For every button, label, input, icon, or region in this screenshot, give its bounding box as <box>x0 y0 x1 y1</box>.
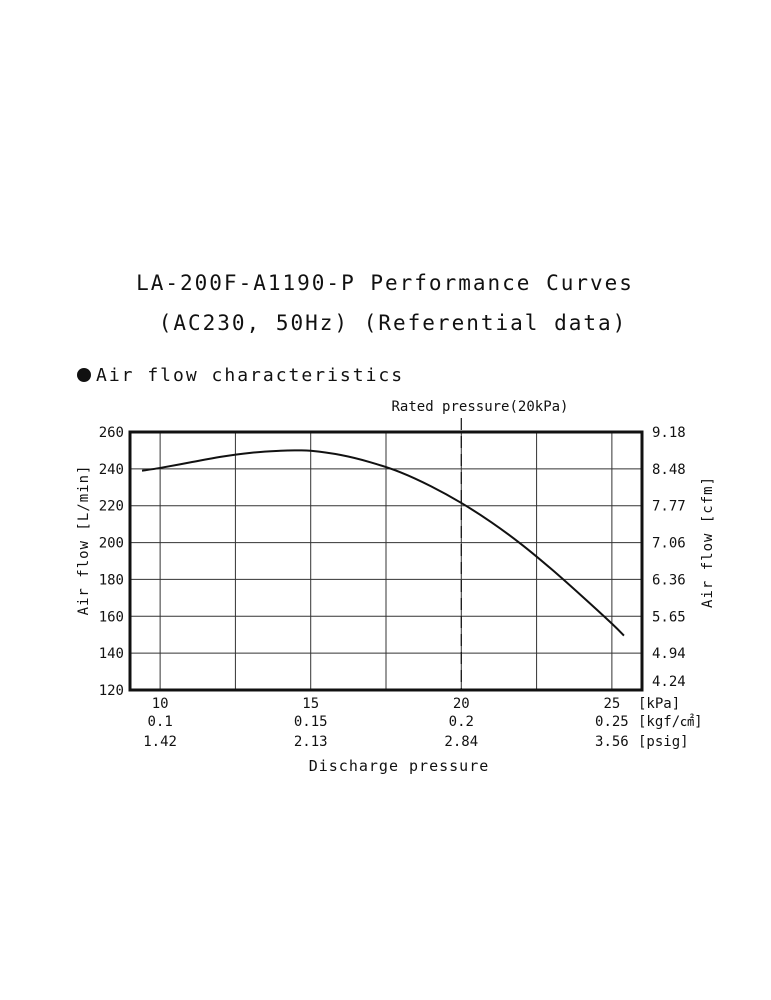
y-right-tick-label: 7.77 <box>652 499 686 515</box>
x-tick-label-psig: 3.56 <box>595 734 629 750</box>
y-right-tick-label: 6.36 <box>652 572 686 588</box>
filled-circle-icon <box>77 368 91 382</box>
y-right-tick-label: 5.65 <box>652 609 686 625</box>
y-right-tick-label: 4.94 <box>652 646 686 662</box>
x-tick-label-kgf: 0.15 <box>294 714 328 730</box>
section-label: Air flow characteristics <box>96 365 404 386</box>
x-tick-label-psig: 2.13 <box>294 734 328 750</box>
grid-lines <box>130 432 642 690</box>
y-right-tick-label: 7.06 <box>652 536 686 552</box>
y-right-tick-label: 4.24 <box>652 674 686 690</box>
x-tick-label-kgf: 0.25 <box>595 714 629 730</box>
y-tick-label: 220 <box>99 499 124 515</box>
x-unit-psig: [psig] <box>638 734 689 750</box>
x-tick-label-psig: 1.42 <box>143 734 177 750</box>
x-axis-label: Discharge pressure <box>309 757 490 775</box>
x-tick-label-kgf: 0.2 <box>449 714 474 730</box>
y-tick-label: 160 <box>99 609 124 625</box>
plot-frame <box>128 430 644 692</box>
x-tick-label-kpa: 20 <box>453 696 470 712</box>
y-right-tick-label: 9.18 <box>652 425 686 441</box>
y-tick-label: 140 <box>99 646 124 662</box>
chart-subtitle: (AC230, 50Hz) (Referential data) <box>159 311 628 335</box>
y-tick-label: 180 <box>99 572 124 588</box>
y-axis-label-left: Air flow [L/min] <box>76 465 92 616</box>
x-tick-label-kgf: 0.1 <box>147 714 172 730</box>
x-axis-ticks: 10 0.1 1.42 15 0.15 2.13 20 0.2 2.84 25 0.25 3.56 <box>143 696 628 750</box>
x-unit-kpa: [kPa] <box>638 696 680 712</box>
x-tick-label-kpa: 10 <box>152 696 169 712</box>
x-tick-label-kpa: 25 <box>603 696 620 712</box>
air-flow-series-line <box>141 449 625 637</box>
y-axis-label-right: Air flow [cfm] <box>700 476 716 608</box>
y-tick-label: 120 <box>99 683 124 699</box>
right-axis-ticks: 4.24 4.94 5.65 6.36 7.06 7.77 8.48 9.18 <box>652 425 686 690</box>
y-tick-label: 260 <box>99 425 124 441</box>
chart-title: LA-200F-A1190-P Performance Curves <box>136 271 634 295</box>
y-tick-label: 240 <box>99 462 124 478</box>
rated-pressure-annotation: Rated pressure(20kPa) <box>391 399 568 415</box>
y-tick-label: 200 <box>99 536 124 552</box>
x-tick-label-kpa: 15 <box>302 696 319 712</box>
x-unit-kgf: [kgf/㎠] <box>638 714 703 730</box>
left-axis-ticks: 120 140 160 180 200 220 240 260 <box>99 425 124 699</box>
y-right-tick-label: 8.48 <box>652 462 686 478</box>
x-tick-label-psig: 2.84 <box>444 734 478 750</box>
